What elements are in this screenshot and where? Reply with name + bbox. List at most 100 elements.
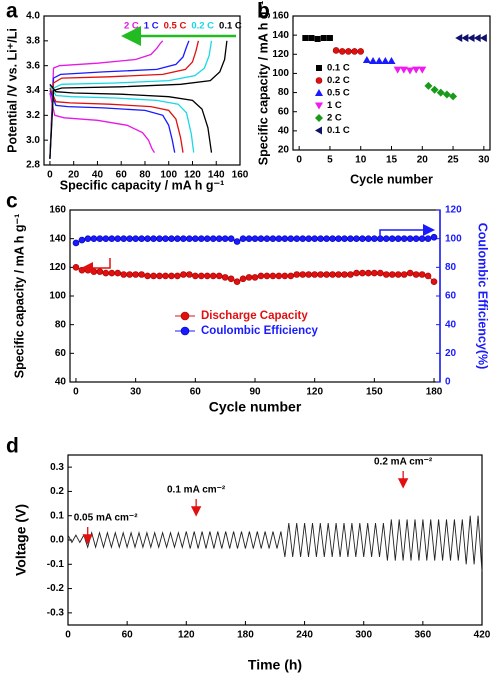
marker: [150, 235, 157, 242]
marker: [269, 272, 277, 280]
marker: [180, 311, 190, 321]
marker: [375, 56, 384, 64]
marker: [341, 271, 348, 278]
y-tick-label: 3.2: [26, 110, 40, 121]
marker: [388, 271, 396, 278]
marker: [221, 274, 229, 281]
marker: [144, 235, 151, 242]
marker: [382, 271, 390, 278]
marker: [353, 269, 360, 277]
marker: [442, 90, 451, 99]
marker: [233, 278, 241, 285]
marker: [412, 235, 420, 242]
y2-axis-label: Coulombic Efficiency(%): [476, 223, 490, 370]
y-tick-label: 100: [272, 68, 289, 79]
x-tick-label: 10: [355, 155, 367, 166]
marker: [305, 271, 313, 278]
y-tick-label: 160: [49, 205, 66, 216]
marker: [245, 235, 253, 242]
marker: [345, 48, 352, 55]
marker: [84, 235, 92, 242]
marker: [381, 56, 390, 64]
x-tick-label: 60: [122, 630, 134, 641]
marker: [399, 66, 408, 74]
marker: [162, 235, 169, 242]
x-tick-label: 30: [478, 155, 490, 166]
marker: [326, 35, 333, 42]
marker: [311, 271, 318, 278]
x-tick-label: 0: [296, 155, 302, 166]
marker: [332, 47, 340, 54]
marker: [192, 235, 199, 242]
marker: [320, 35, 327, 42]
legend-label: 0.5 C: [327, 88, 350, 99]
legend-label: 0.2 C: [327, 75, 350, 86]
marker: [96, 235, 104, 242]
marker: [203, 272, 211, 280]
marker: [430, 85, 439, 94]
marker: [473, 34, 481, 43]
curve: [49, 40, 164, 159]
marker: [424, 235, 432, 242]
curve: [49, 83, 213, 153]
y-tick-label: 40: [278, 125, 290, 136]
marker: [96, 268, 104, 275]
marker: [227, 235, 235, 242]
marker: [203, 235, 211, 242]
y-tick-label: 160: [272, 11, 289, 22]
legend-label: 1 C: [327, 100, 342, 111]
marker: [227, 275, 235, 283]
x-tick-label: 80: [139, 170, 151, 181]
curve: [49, 85, 195, 153]
marker: [311, 235, 318, 242]
y2-tick-label: 20: [445, 348, 457, 359]
marker: [338, 48, 346, 55]
axis-pointer: [379, 224, 435, 242]
marker: [323, 235, 330, 242]
marker: [233, 238, 241, 245]
x-axis-label: Cycle number: [209, 399, 302, 415]
y-tick-label: 3.6: [26, 60, 40, 71]
marker: [120, 235, 128, 242]
x-tick-label: 30: [130, 387, 142, 398]
marker: [335, 235, 342, 242]
marker: [406, 269, 414, 277]
marker: [305, 235, 313, 242]
marker: [315, 102, 323, 110]
marker: [144, 272, 151, 280]
y-tick-label: 0.3: [50, 462, 64, 473]
marker: [315, 114, 323, 122]
annotation: 0.1 mA cm⁻²: [167, 485, 226, 496]
y-tick-label: 120: [272, 49, 289, 60]
marker: [215, 235, 223, 242]
marker: [293, 271, 301, 278]
marker: [281, 272, 289, 280]
marker: [72, 239, 80, 247]
marker: [377, 269, 384, 277]
y-tick-label: 140: [272, 30, 289, 41]
y-tick-label: 80: [278, 87, 290, 98]
marker: [394, 271, 402, 278]
x-tick-label: 120: [178, 630, 195, 641]
legend-label: Coulombic Efficiency: [201, 325, 319, 337]
marker: [186, 235, 193, 242]
x-tick-label: 25: [448, 155, 460, 166]
y-tick-label: -0.1: [47, 559, 65, 570]
marker: [162, 272, 169, 280]
marker: [275, 272, 283, 280]
panel-label: a: [6, 0, 18, 23]
x-tick-label: 0: [73, 387, 79, 398]
panel-label: c: [6, 190, 18, 213]
y-tick-label: 80: [55, 319, 67, 330]
y-tick-label: 3.8: [26, 35, 40, 46]
marker: [180, 271, 187, 278]
y-tick-label: 40: [55, 377, 67, 388]
marker: [308, 35, 315, 42]
legend-label: 0.2 C: [191, 21, 214, 32]
marker: [362, 56, 371, 64]
y-tick-label: 120: [49, 262, 66, 273]
panel-label: b: [257, 0, 270, 23]
x-tick-label: 180: [237, 630, 254, 641]
x-tick-label: 60: [116, 170, 128, 181]
marker: [400, 235, 408, 242]
